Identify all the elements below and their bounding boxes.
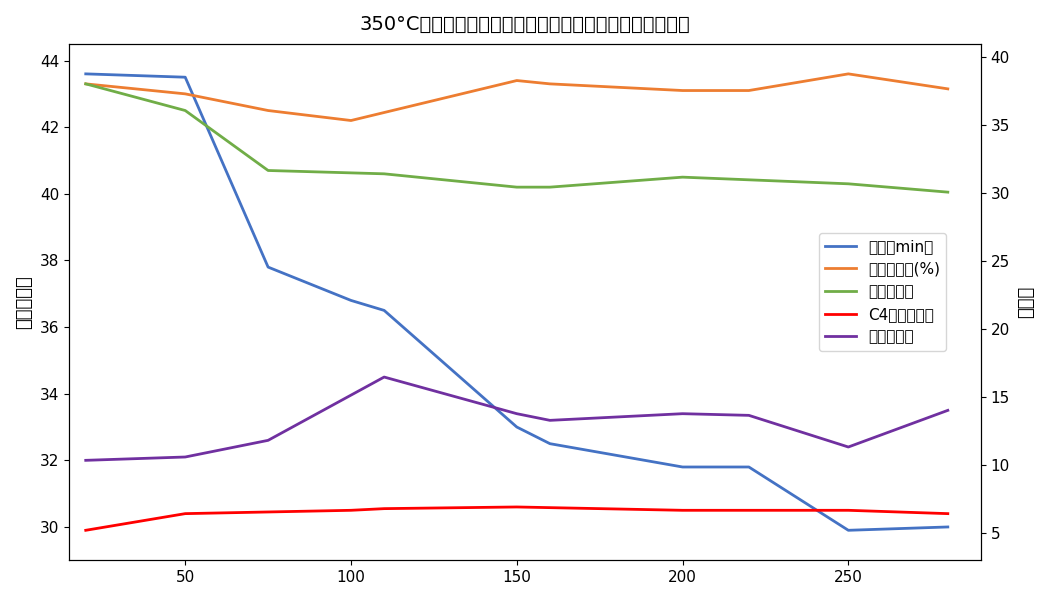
- 乙醇转化率(%): [942, 85, 954, 92]
- Line: C4烯烃选择性: C4烯烃选择性: [86, 507, 948, 530]
- 乙烯选择性: [178, 107, 191, 114]
- 乙醇转化率(%): [261, 107, 274, 114]
- 乙醇转化率(%): [80, 80, 92, 88]
- 乙醇选择性: [378, 373, 391, 380]
- 时间（min）: [261, 263, 274, 271]
- 乙醇选择性: [676, 410, 689, 417]
- C4烯烃选择性: [80, 527, 92, 534]
- 时间（min）: [378, 307, 391, 314]
- 时间（min）: [178, 74, 191, 81]
- 乙烯选择性: [261, 167, 274, 174]
- 乙烯选择性: [942, 188, 954, 196]
- C4烯烃选择性: [378, 505, 391, 512]
- C4烯烃选择性: [942, 510, 954, 517]
- 乙醇转化率(%): [344, 117, 357, 124]
- 乙醇转化率(%): [510, 77, 523, 84]
- C4烯烃选择性: [510, 503, 523, 511]
- C4烯烃选择性: [842, 507, 855, 514]
- 乙醇选择性: [178, 454, 191, 461]
- Y-axis label: 选择性: 选择性: [1017, 286, 1035, 318]
- Line: 乙烯选择性: 乙烯选择性: [86, 84, 948, 192]
- C4烯烃选择性: [742, 507, 755, 514]
- 乙醇转化率(%): [544, 80, 556, 88]
- 乙醇转化率(%): [742, 87, 755, 94]
- 乙醇选择性: [80, 457, 92, 464]
- 乙醇选择性: [742, 412, 755, 419]
- 时间（min）: [942, 523, 954, 530]
- 时间（min）: [344, 297, 357, 304]
- 时间（min）: [510, 424, 523, 431]
- 时间（min）: [80, 70, 92, 77]
- Title: 350°C下乙醇转化率和各种生成物的选择性随时间变化曲线: 350°C下乙醇转化率和各种生成物的选择性随时间变化曲线: [360, 15, 691, 34]
- 乙烯选择性: [842, 180, 855, 187]
- 时间（min）: [742, 463, 755, 470]
- 时间（min）: [544, 440, 556, 447]
- Line: 乙醇选择性: 乙醇选择性: [86, 377, 948, 460]
- 乙醇选择性: [842, 443, 855, 451]
- 乙烯选择性: [544, 184, 556, 191]
- 乙醇转化率(%): [178, 90, 191, 97]
- 乙烯选择性: [676, 173, 689, 181]
- 时间（min）: [676, 463, 689, 470]
- Legend: 时间（min）, 乙醇转化率(%), 乙烯选择性, C4烯烃选择性, 乙醇选择性: 时间（min）, 乙醇转化率(%), 乙烯选择性, C4烯烃选择性, 乙醇选择性: [819, 233, 946, 350]
- 乙醇选择性: [261, 437, 274, 444]
- 乙醇选择性: [510, 410, 523, 417]
- C4烯烃选择性: [344, 507, 357, 514]
- 时间（min）: [842, 527, 855, 534]
- Y-axis label: 乙醇转化率: 乙醇转化率: [15, 275, 33, 329]
- C4烯烃选择性: [178, 510, 191, 517]
- 乙醇转化率(%): [676, 87, 689, 94]
- Line: 乙醇转化率(%): 乙醇转化率(%): [86, 74, 948, 121]
- 乙醇转化率(%): [842, 70, 855, 77]
- 乙醇选择性: [544, 417, 556, 424]
- 乙烯选择性: [510, 184, 523, 191]
- Line: 时间（min）: 时间（min）: [86, 74, 948, 530]
- 乙烯选择性: [80, 80, 92, 88]
- 乙醇选择性: [942, 407, 954, 414]
- C4烯烃选择性: [676, 507, 689, 514]
- 乙烯选择性: [378, 170, 391, 178]
